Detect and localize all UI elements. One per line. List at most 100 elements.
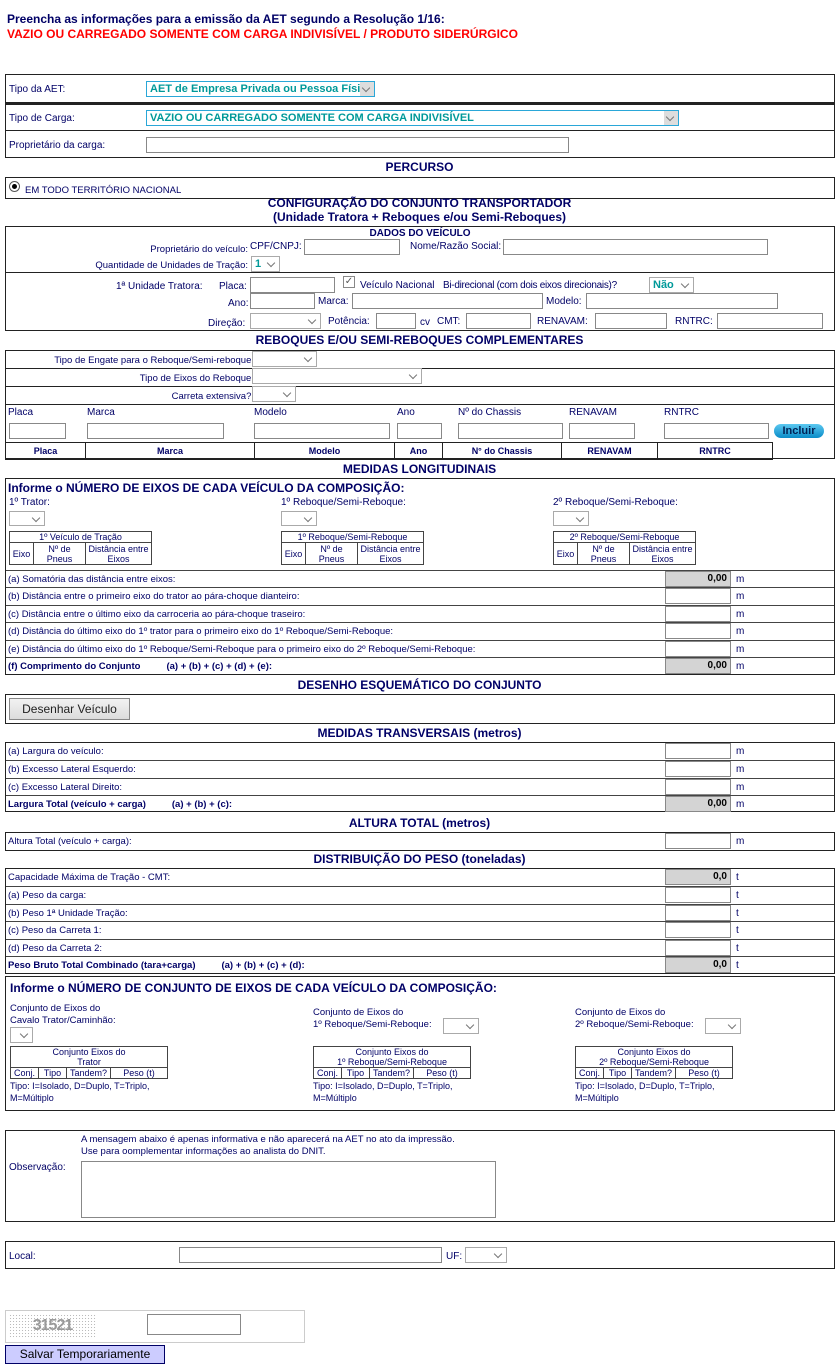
measure-input[interactable] <box>665 588 731 605</box>
potencia-input[interactable] <box>376 313 416 329</box>
chevron-down-icon <box>726 1019 740 1033</box>
altura-input[interactable] <box>665 833 731 849</box>
measure-input[interactable] <box>665 778 731 795</box>
vehicle-eixos-table: 2º Reboque/Semi-Reboque Eixo Nº de Pneus D… <box>552 531 697 565</box>
proprietario-carga-input[interactable] <box>146 137 569 153</box>
measure-input[interactable] <box>665 640 731 657</box>
measure-input[interactable] <box>665 887 731 904</box>
measure-row: (c) Excesso Lateral Direito: m <box>6 777 834 795</box>
tipo-eixos-select[interactable] <box>252 368 422 384</box>
measure-unit: m <box>736 781 745 793</box>
bidirecional-select[interactable]: Não <box>649 277 694 293</box>
measure-label: (c) Distância entre o último eixo da car… <box>8 608 306 620</box>
rntrc-input[interactable] <box>717 313 823 329</box>
tipo-legend: Tipo: I=Isolado, D=Duplo, T=Triplo, <box>575 1081 715 1091</box>
conjunto-table-title: Conjunto Eixos do 2º Reboque/Semi-Reboque <box>574 1046 734 1068</box>
measure-input[interactable] <box>665 623 731 640</box>
col-renavam: RENAVAM <box>561 442 658 460</box>
salvar-temporariamente-button[interactable]: Salvar Temporariamente <box>5 1345 165 1364</box>
tipo-aet-select[interactable]: AET de Empresa Privada ou Pessoa Física <box>146 81 375 97</box>
vehicle-eixos-select[interactable] <box>553 511 589 526</box>
altura-heading: ALTURA TOTAL (metros) <box>348 816 491 830</box>
vehicle-eixos-label: 1º Reboque/Semi-Reboque: <box>281 497 406 508</box>
measure-input[interactable] <box>665 922 731 939</box>
conjunto-col: Conj. <box>575 1067 604 1079</box>
chevron-down-icon <box>407 369 421 383</box>
modelo-input[interactable] <box>586 293 778 309</box>
marca-input[interactable] <box>352 293 543 309</box>
vehicle-eixos-select[interactable] <box>281 511 317 526</box>
measure-input[interactable] <box>665 605 731 622</box>
vehicle-eixos-table: 1º Reboque/Semi-Reboque Eixo Nº de Pneus D… <box>280 531 425 565</box>
cmt-input[interactable] <box>466 313 531 329</box>
extensiva-select[interactable] <box>252 386 296 402</box>
measure-unit: t <box>736 872 739 883</box>
tipo-aet-value: AET de Empresa Privada ou Pessoa Física <box>150 83 373 95</box>
reboque-renavam-input[interactable] <box>569 423 635 439</box>
altura-row: Altura Total (veículo + carga): m <box>6 833 834 850</box>
measure-label-group: Peso Bruto Total Combinado (tara+carga) … <box>8 960 305 971</box>
page-subtitle: VAZIO OU CARREGADO SOMENTE COM CARGA IND… <box>7 27 518 41</box>
measure-label-group: (d) Peso da Carreta 2: <box>8 943 102 954</box>
percurso-radio[interactable] <box>9 181 20 192</box>
conjunto-col: Tipo <box>603 1067 632 1079</box>
local-input[interactable] <box>179 1247 442 1263</box>
measure-row: (a) Largura do veículo: m <box>6 743 834 760</box>
measure-input: 0,00 <box>665 571 731 587</box>
conjunto-col: Peso (t) <box>412 1067 472 1079</box>
conjunto-select[interactable] <box>10 1027 33 1043</box>
placa-input[interactable] <box>250 277 335 293</box>
renavam-input[interactable] <box>595 313 667 329</box>
chevron-down-icon <box>281 387 295 401</box>
measure-label-group: (a) Somatória das distância entre eixos: <box>8 574 175 585</box>
dados-veiculo-heading: DADOS DO VEÍCULO <box>369 228 471 239</box>
longitudinais-section: Informe o NÚMERO DE EIXOS DE CADA VEÍCUL… <box>5 478 835 675</box>
field-label-placa: Placa <box>8 407 34 418</box>
cpf-input[interactable] <box>304 239 400 255</box>
measure-row: (b) Distância entre o primeiro eixo do t… <box>6 587 834 605</box>
qtd-tracao-select[interactable]: 1 <box>251 256 280 272</box>
altura-unit: m <box>736 836 745 847</box>
table-header-row: Placa Marca Modelo Ano N° do Chassis REN… <box>5 442 773 460</box>
measure-label: (a) Peso da carga: <box>8 890 87 902</box>
conjunto-col: Conj. <box>313 1067 342 1079</box>
measure-unit: m <box>736 608 745 620</box>
conjunto-title-2: 1º Reboque/Semi-Reboque <box>337 1057 447 1067</box>
reboque-placa-input[interactable] <box>9 423 66 439</box>
observacao-textarea[interactable] <box>81 1161 496 1218</box>
measure-input[interactable] <box>665 743 731 759</box>
uf-select[interactable] <box>465 1247 507 1263</box>
conjunto-col: Peso (t) <box>674 1067 734 1079</box>
engate-select[interactable] <box>252 351 317 367</box>
veiculo-nacional-checkbox[interactable]: ✓ <box>343 276 355 288</box>
reboque-ano-input[interactable] <box>397 423 442 439</box>
reboque-modelo-input[interactable] <box>254 423 390 439</box>
measure-input[interactable] <box>665 939 731 956</box>
desenhar-veiculo-button[interactable]: Desenhar Veículo <box>9 698 130 720</box>
conjunto-select[interactable] <box>443 1018 479 1034</box>
nome-input[interactable] <box>503 239 768 255</box>
reboque-chassis-input[interactable] <box>458 423 563 439</box>
captcha-input[interactable] <box>147 1314 241 1335</box>
percurso-option-label: EM TODO TERRITÓRIO NACIONAL <box>25 185 182 196</box>
tipo-eixos-label: Tipo de Eixos do Reboque: <box>139 373 254 384</box>
conjunto-select[interactable] <box>705 1018 741 1034</box>
reboque-rntrc-input[interactable] <box>664 423 769 439</box>
conjuntos-instruction: Informe o NÚMERO DE CONJUNTO DE EIXOS DE… <box>10 981 497 995</box>
altura-section: Altura Total (veículo + carga): m <box>5 832 835 851</box>
measure-unit: m <box>736 626 745 638</box>
conjunto-col: Tandem? <box>369 1067 414 1079</box>
direcao-select[interactable] <box>250 313 321 329</box>
tipo-carga-select[interactable]: VAZIO OU CARREGADO SOMENTE COM CARGA IND… <box>146 110 679 126</box>
conjunto-label: Conjunto de Eixos do <box>575 1007 666 1018</box>
ano-input[interactable] <box>250 293 315 309</box>
chevron-down-icon <box>574 512 588 525</box>
vehicle-table-title: 2º Reboque/Semi-Reboque <box>552 531 697 543</box>
incluir-button[interactable]: Incluir <box>774 424 824 438</box>
reboque-marca-input[interactable] <box>87 423 224 439</box>
measure-label-group: (e) Distância do último eixo do 1º Reboq… <box>8 644 475 655</box>
measure-input[interactable] <box>665 761 731 778</box>
measure-input[interactable] <box>665 904 731 921</box>
measure-label: (a) Somatória das distância entre eixos: <box>8 574 176 585</box>
vehicle-eixos-select[interactable] <box>9 511 45 526</box>
